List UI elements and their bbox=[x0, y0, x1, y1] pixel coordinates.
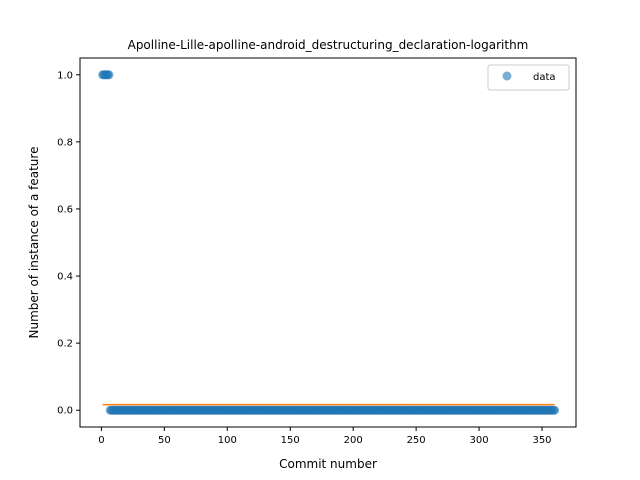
y-tick-label: 0.6 bbox=[57, 204, 73, 215]
y-tick-label: 0.8 bbox=[57, 137, 73, 148]
x-tick-label: 350 bbox=[532, 435, 551, 446]
x-axis-ticks: 0 50 100 150 200 250 300 350 bbox=[98, 427, 552, 446]
data-point bbox=[550, 405, 560, 415]
y-tick-label: 0.4 bbox=[57, 272, 73, 283]
data-points bbox=[98, 70, 560, 415]
legend-marker-data bbox=[502, 71, 512, 81]
y-axis-ticks: 0.0 0.2 0.4 0.6 0.8 1.0 bbox=[57, 70, 80, 417]
x-tick-label: 300 bbox=[470, 435, 489, 446]
x-tick-label: 100 bbox=[218, 435, 237, 446]
chart-title: Apolline-Lille-apolline-android_destruct… bbox=[128, 38, 529, 52]
data-point bbox=[104, 70, 114, 80]
y-tick-label: 1.0 bbox=[57, 70, 73, 81]
x-tick-label: 250 bbox=[407, 435, 426, 446]
y-tick-label: 0.0 bbox=[57, 406, 73, 417]
x-axis-title: Commit number bbox=[279, 457, 377, 471]
legend-label-data: data bbox=[533, 72, 556, 83]
x-tick-label: 50 bbox=[158, 435, 171, 446]
legend: data bbox=[487, 64, 570, 91]
x-tick-label: 150 bbox=[281, 435, 300, 446]
y-tick-label: 0.2 bbox=[57, 339, 73, 350]
legend-box bbox=[487, 64, 570, 91]
y-axis-title: Number of instance of a feature bbox=[27, 147, 41, 339]
x-tick-label: 200 bbox=[344, 435, 363, 446]
plot-frame bbox=[79, 57, 577, 428]
x-tick-label: 0 bbox=[98, 435, 104, 446]
